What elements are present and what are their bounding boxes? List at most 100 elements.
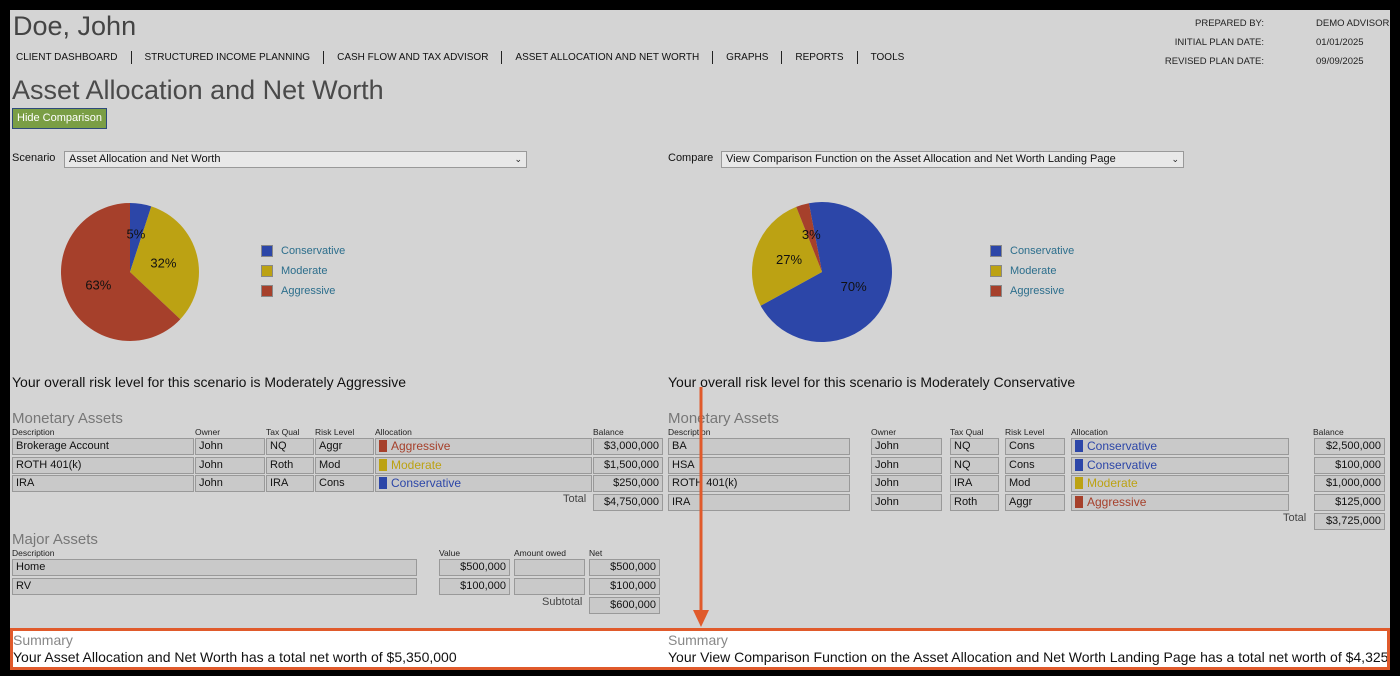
col-description: Description xyxy=(12,427,55,437)
row-description[interactable]: BA xyxy=(668,438,850,455)
major-row-amount-owed[interactable] xyxy=(514,559,585,576)
pie-label-aggressive: 3% xyxy=(802,227,821,242)
nav-reports[interactable]: REPORTS xyxy=(795,52,844,63)
col-owner: Owner xyxy=(871,427,897,437)
prepared-by-label: PREPARED BY: xyxy=(1195,18,1264,29)
row-owner[interactable]: John xyxy=(195,475,265,492)
allocation-label: Aggressive xyxy=(1087,494,1147,509)
major-row-amount-owed[interactable] xyxy=(514,578,585,595)
allocation-cell[interactable]: Moderate xyxy=(1071,475,1289,492)
row-tax-qual[interactable]: NQ xyxy=(266,438,314,455)
legend-label: Moderate xyxy=(281,265,328,277)
row-risk-level[interactable]: Mod xyxy=(315,456,374,474)
nav-separator xyxy=(501,51,503,64)
major-row-description[interactable]: RV xyxy=(12,578,417,595)
row-risk-level[interactable]: Cons xyxy=(1005,438,1065,455)
row-description[interactable]: IRA xyxy=(12,475,194,492)
allocation-cell[interactable]: Moderate xyxy=(375,456,592,474)
row-balance[interactable]: $125,000 xyxy=(1314,493,1385,511)
compare-summary-title: Summary xyxy=(668,632,728,648)
legend-label: Conservative xyxy=(1010,245,1075,257)
row-description[interactable]: ROTH 401(k) xyxy=(12,456,194,474)
major-row-value[interactable]: $500,000 xyxy=(439,559,510,576)
row-balance[interactable]: $1,500,000 xyxy=(593,456,663,474)
subtotal-value: $600,000 xyxy=(589,597,660,614)
row-balance[interactable]: $250,000 xyxy=(593,475,663,492)
total-value: $4,750,000 xyxy=(593,494,663,511)
row-tax-qual[interactable]: Roth xyxy=(950,493,999,511)
nav-client-dashboard[interactable]: CLIENT DASHBOARD xyxy=(16,52,118,63)
nav-structured-income-planning[interactable]: STRUCTURED INCOME PLANNING xyxy=(144,52,311,63)
major-row-net: $100,000 xyxy=(589,578,660,595)
row-owner[interactable]: John xyxy=(871,456,942,474)
major-row-value[interactable]: $100,000 xyxy=(439,578,510,595)
compare-select[interactable]: View Comparison Function on the Asset Al… xyxy=(721,151,1184,168)
major-col-description: Description xyxy=(12,548,55,558)
allocation-cell[interactable]: Conservative xyxy=(1071,438,1289,455)
row-balance[interactable]: $1,000,000 xyxy=(1314,475,1385,492)
row-description[interactable]: ROTH 401(k) xyxy=(668,475,850,492)
col-risk-level: Risk Level xyxy=(315,427,355,437)
scenario-select[interactable]: Asset Allocation and Net Worth ⌄ xyxy=(64,151,527,168)
subtotal-label: Subtotal xyxy=(542,596,583,608)
nav-cash-flow-tax-advisor[interactable]: CASH FLOW AND TAX ADVISOR xyxy=(337,52,489,63)
row-description[interactable]: HSA xyxy=(668,456,850,474)
nav-asset-allocation-net-worth[interactable]: ASSET ALLOCATION AND NET WORTH xyxy=(515,52,700,63)
row-balance[interactable]: $3,000,000 xyxy=(593,438,663,455)
row-tax-qual[interactable]: IRA xyxy=(950,475,999,492)
major-col-value: Value xyxy=(439,548,461,558)
row-description[interactable]: IRA xyxy=(668,493,850,511)
allocation-cell[interactable]: Conservative xyxy=(1071,456,1289,474)
nav-tools[interactable]: TOOLS xyxy=(870,52,905,63)
legend-swatch-moderate xyxy=(261,265,273,277)
row-balance[interactable]: $100,000 xyxy=(1314,456,1385,474)
legend-swatch-moderate xyxy=(990,265,1002,277)
row-description[interactable]: Brokerage Account xyxy=(12,438,194,455)
allocation-cell[interactable]: Conservative xyxy=(375,475,592,492)
row-owner[interactable]: John xyxy=(871,438,942,455)
row-risk-level[interactable]: Mod xyxy=(1005,475,1065,492)
row-tax-qual[interactable]: IRA xyxy=(266,475,314,492)
row-balance[interactable]: $2,500,000 xyxy=(1314,438,1385,455)
row-owner[interactable]: John xyxy=(871,475,942,492)
legend-label: Aggressive xyxy=(1010,285,1065,297)
allocation-swatch xyxy=(379,458,387,471)
legend-item-moderate: Moderate xyxy=(261,265,345,277)
pie-slice-conservative xyxy=(130,203,152,272)
nav-graphs[interactable]: GRAPHS xyxy=(726,52,769,63)
revised-date-value: 09/09/2025 xyxy=(1316,56,1364,67)
nav-separator xyxy=(323,51,325,64)
row-tax-qual[interactable]: NQ xyxy=(950,438,999,455)
legend-item-moderate: Moderate xyxy=(990,265,1074,277)
row-owner[interactable]: John xyxy=(871,493,942,511)
nav-separator xyxy=(856,51,858,64)
major-row-net: $500,000 xyxy=(589,559,660,576)
allocation-cell[interactable]: Aggressive xyxy=(375,438,592,455)
total-label: Total xyxy=(1283,512,1307,524)
col-owner: Owner xyxy=(195,427,221,437)
pie-label-aggressive: 63% xyxy=(85,278,111,293)
row-tax-qual[interactable]: NQ xyxy=(950,456,999,474)
row-tax-qual[interactable]: Roth xyxy=(266,456,314,474)
allocation-cell[interactable]: Aggressive xyxy=(1071,493,1289,511)
monetary-assets-title: Monetary Assets xyxy=(12,410,123,427)
compare-pie-chart: 70% 27%3% xyxy=(752,202,892,342)
plan-info-labels: PREPARED BY: INITIAL PLAN DATE: REVISED … xyxy=(1165,17,1264,74)
row-risk-level[interactable]: Aggr xyxy=(315,438,374,455)
compare-select-value: View Comparison Function on the Asset Al… xyxy=(726,153,1116,165)
row-risk-level[interactable]: Cons xyxy=(1005,456,1065,474)
major-col-amount-owed: Amount owed xyxy=(514,548,566,558)
summary-highlight-box: Summary Your Asset Allocation and Net Wo… xyxy=(10,628,1390,670)
compare-monetary-assets-title: Monetary Assets xyxy=(668,410,779,427)
row-risk-level[interactable]: Aggr xyxy=(1005,493,1065,511)
scenario-risk-level: Your overall risk level for this scenari… xyxy=(12,374,406,390)
scenario-select-value: Asset Allocation and Net Worth xyxy=(69,153,221,165)
hide-comparison-button[interactable]: Hide Comparison xyxy=(12,108,107,129)
row-risk-level[interactable]: Cons xyxy=(315,475,374,492)
scenario-pie-chart: 5% 32% 63% xyxy=(60,203,199,341)
row-owner[interactable]: John xyxy=(195,438,265,455)
major-row-description[interactable]: Home xyxy=(12,559,417,576)
allocation-label: Moderate xyxy=(391,457,442,472)
allocation-swatch xyxy=(1075,458,1083,471)
row-owner[interactable]: John xyxy=(195,456,265,474)
